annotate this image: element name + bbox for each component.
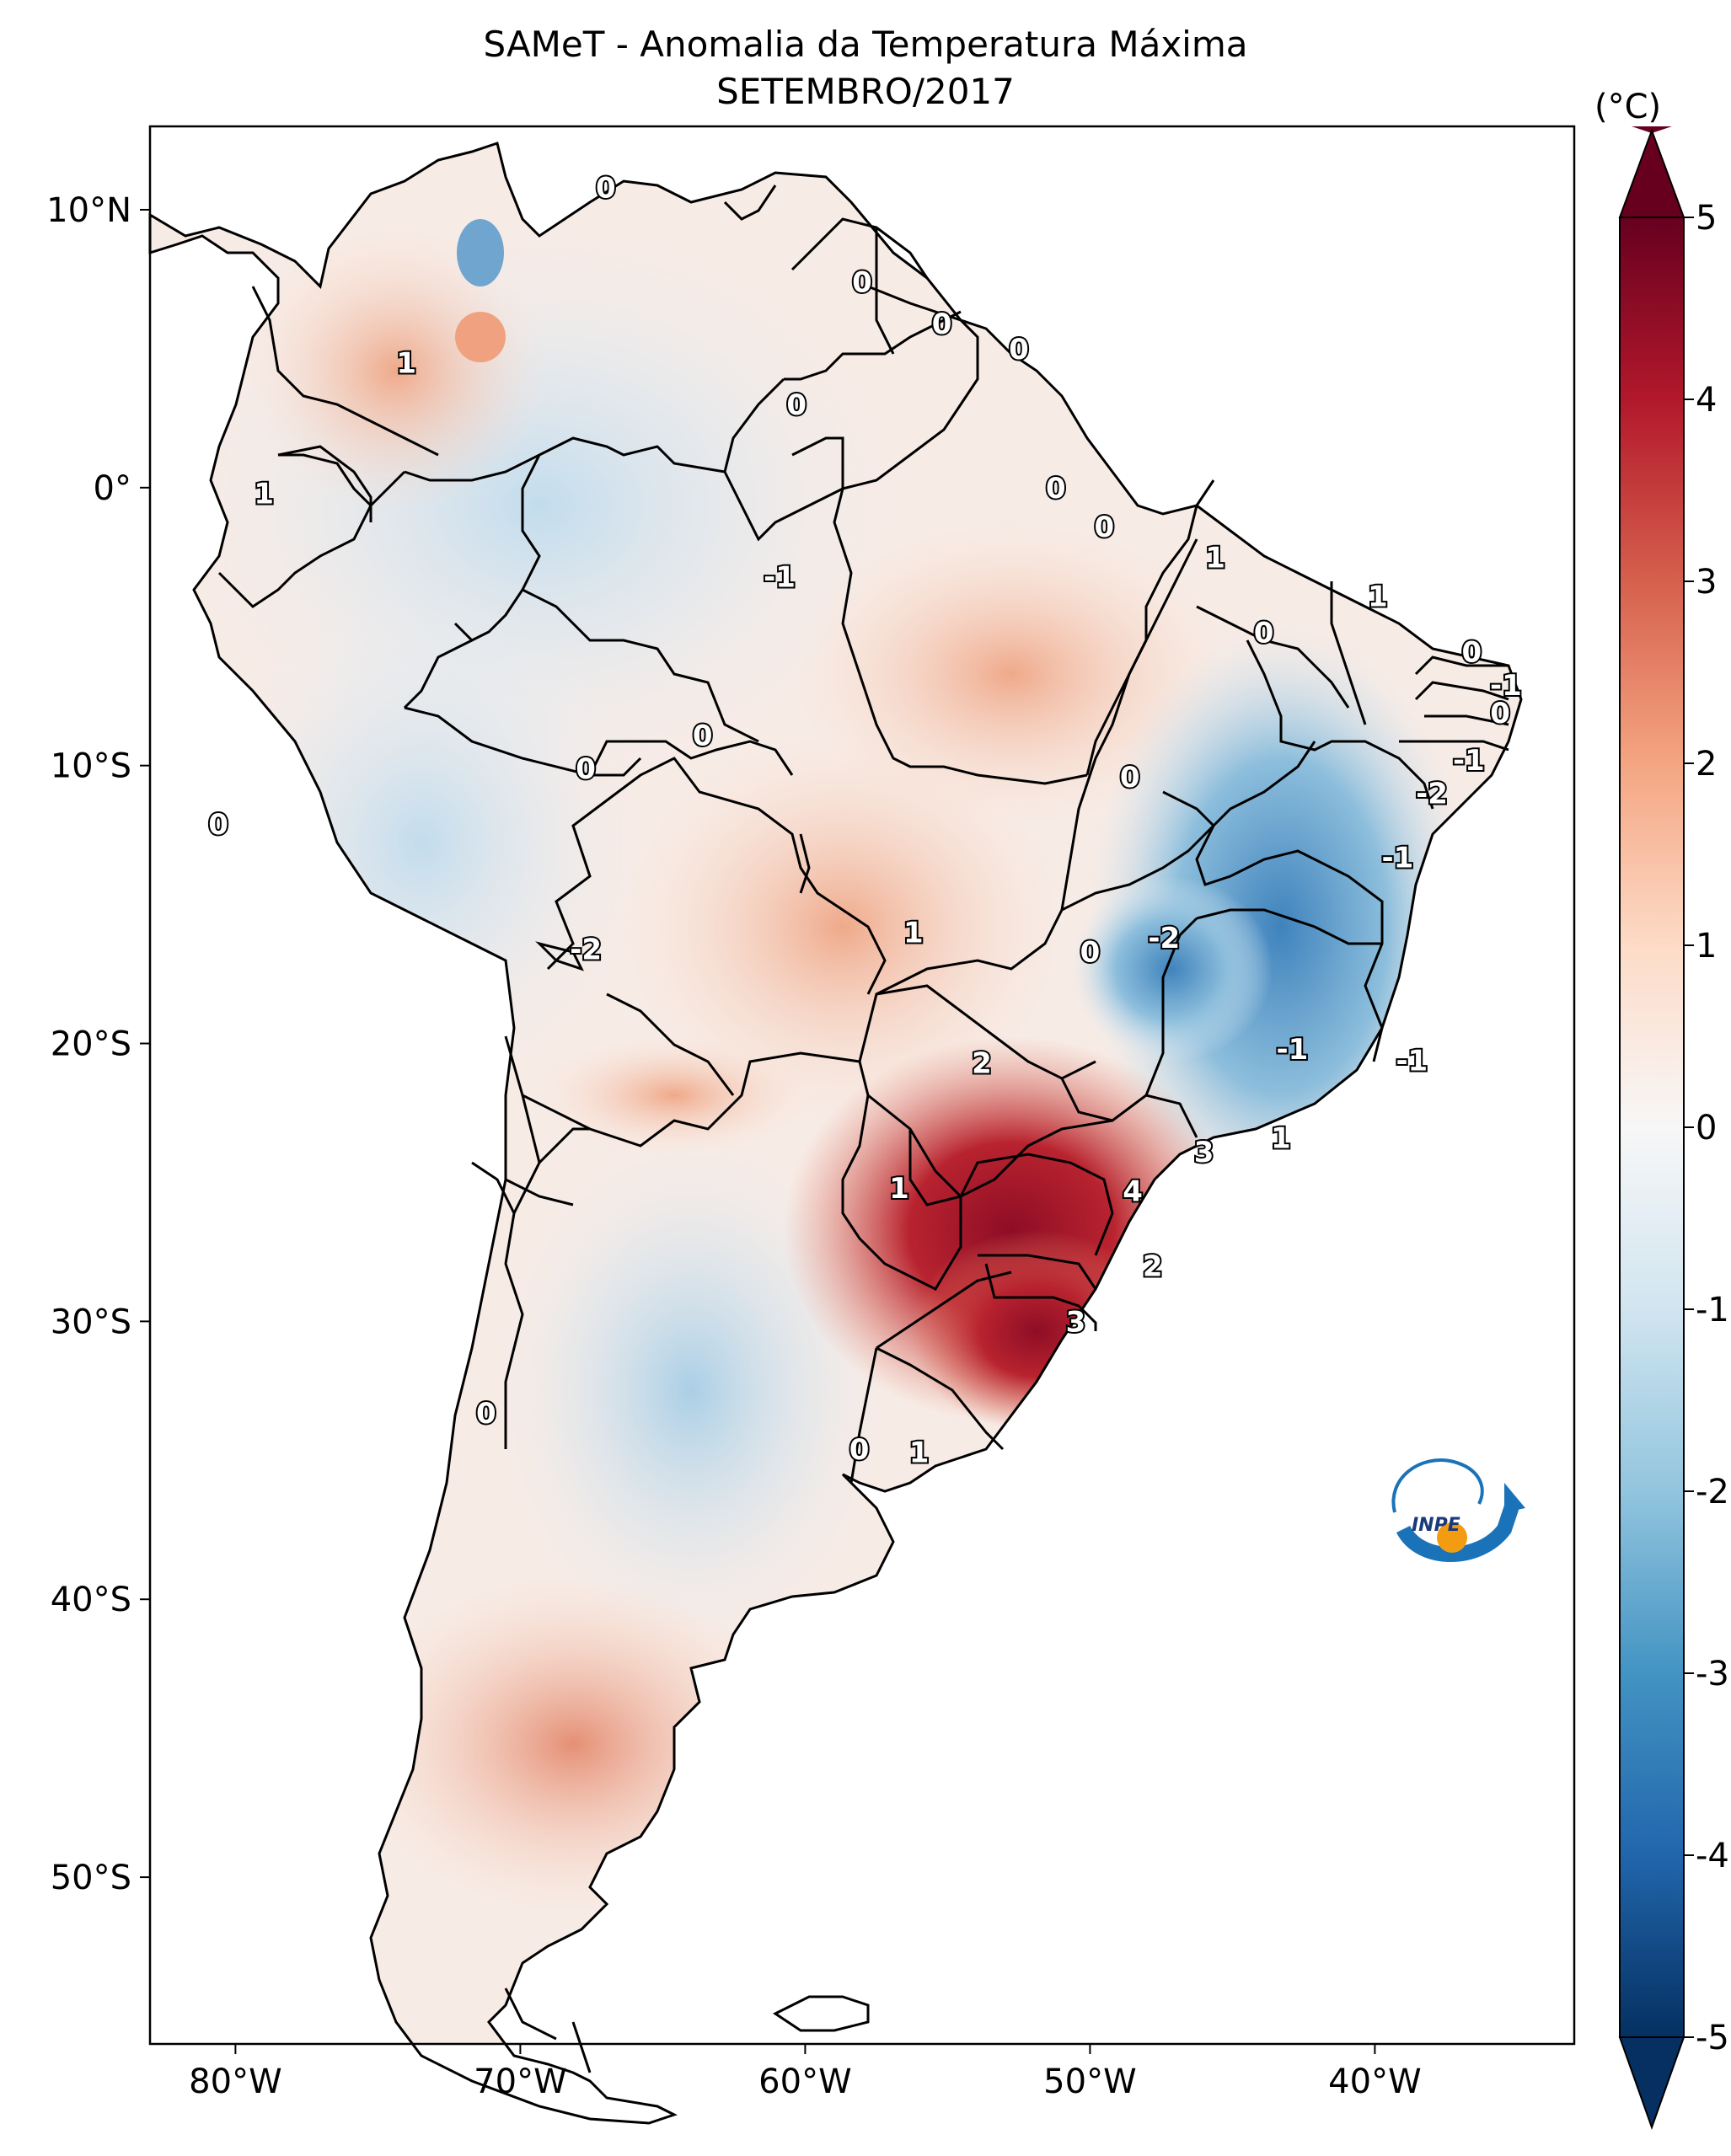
contour-label: 2 (972, 1047, 992, 1081)
y-tick-label: 30°S (51, 1303, 131, 1341)
y-tick-label: 50°S (51, 1859, 131, 1897)
contour-label: 3 (1194, 1136, 1214, 1169)
colorbar-tick-label: -1 (1696, 1291, 1729, 1329)
longitude-axis: 80°W 70°W 60°W 50°W 40°W (189, 2044, 1422, 2101)
inpe-logo: INPE (1391, 1458, 1525, 1562)
colorbar-tick-label: 3 (1696, 563, 1717, 602)
contour-label: 0 (786, 388, 807, 422)
contour-label: 0 (852, 266, 872, 300)
colorbar-tick-label: 0 (1696, 1109, 1717, 1148)
contour-label: 0 (1094, 511, 1114, 544)
map-subtitle: SETEMBRO/2017 (716, 71, 1015, 112)
colorbar-tick-label: 5 (1696, 199, 1717, 238)
x-tick-label: 40°W (1328, 2062, 1421, 2101)
colorbar-tick-label: -3 (1696, 1655, 1729, 1693)
contour-label: 2 (1143, 1249, 1163, 1283)
contour-label: 1 (1368, 580, 1388, 613)
contour-label: -2 (570, 933, 602, 966)
x-tick-label: 80°W (189, 2062, 281, 2101)
x-tick-label: 70°W (474, 2062, 566, 2101)
colorbar: 5 4 3 2 1 0 -1 -2 -3 -4 -5 (1618, 126, 1729, 2130)
colorbar-tick-label: -5 (1696, 2019, 1729, 2057)
colorbar-tick-label: -2 (1696, 1473, 1729, 1511)
contour-label: 1 (1205, 541, 1225, 575)
contour-label: -1 (1382, 842, 1414, 875)
map-frame (148, 125, 1576, 2046)
x-tick-label: 60°W (758, 2062, 851, 2101)
colorbar-extend-max (1618, 128, 1685, 218)
contour-label: 0 (476, 1397, 496, 1431)
colorbar-extend-min (1618, 2036, 1685, 2130)
contour-label: 0 (1046, 472, 1066, 506)
contour-label: 1 (254, 477, 274, 511)
contour-label: -1 (764, 560, 796, 594)
colorbar-gradient (1619, 217, 1685, 2038)
map-title: SAMeT - Anomalia da Temperatura Máxima (483, 24, 1248, 65)
contour-label: -2 (1148, 922, 1180, 955)
x-tick-label: 50°W (1043, 2062, 1136, 2101)
colorbar-tick-label: -4 (1696, 1837, 1729, 1875)
contour-label: 0 (208, 808, 228, 842)
contour-label: 0 (1080, 936, 1101, 970)
contour-label: 1 (1271, 1122, 1291, 1156)
contour-label: 0 (1490, 697, 1510, 730)
colorbar-tick-label: 1 (1696, 927, 1717, 966)
svg-text:INPE: INPE (1412, 1515, 1460, 1536)
contour-label: -1 (1396, 1044, 1428, 1078)
contour-label: 1 (909, 1436, 930, 1469)
y-tick-label: 10°S (51, 747, 131, 786)
contour-label: 0 (1461, 635, 1482, 669)
contour-label: 0 (576, 752, 596, 786)
y-tick-label: 0° (94, 469, 131, 508)
contour-label: 0 (932, 308, 952, 341)
contour-label: 0 (1120, 761, 1140, 794)
y-tick-label: 10°N (46, 191, 131, 230)
contour-label: -1 (1453, 744, 1485, 778)
country-borders (148, 142, 1523, 2125)
colorbar-ticks: 5 4 3 2 1 0 -1 -2 -3 -4 -5 (1684, 199, 1729, 2057)
contour-label: 0 (1009, 333, 1029, 366)
colorbar-unit: (°C) (1594, 88, 1662, 126)
contour-label: 4 (1123, 1174, 1143, 1208)
contour-label: 0 (849, 1433, 870, 1467)
contour-label: -1 (1276, 1033, 1308, 1067)
contour-label: -1 (1490, 669, 1522, 703)
contour-label: 1 (903, 917, 924, 950)
contour-label: 1 (396, 346, 416, 380)
contour-label: 3 (1066, 1305, 1086, 1339)
y-tick-label: 20°S (51, 1025, 131, 1064)
contour-label: -2 (1416, 778, 1448, 811)
contour-label: 1 (889, 1172, 909, 1206)
colorbar-tick-label: 2 (1696, 745, 1717, 784)
contour-label: 0 (596, 172, 616, 206)
colorbar-tick-label: 4 (1696, 381, 1717, 420)
latitude-axis: 10°N 0° 10°S 20°S 30°S 40°S 50°S (46, 191, 150, 1897)
y-tick-label: 40°S (51, 1581, 131, 1619)
contour-label: 0 (1254, 616, 1274, 650)
contour-label: 0 (693, 719, 713, 752)
